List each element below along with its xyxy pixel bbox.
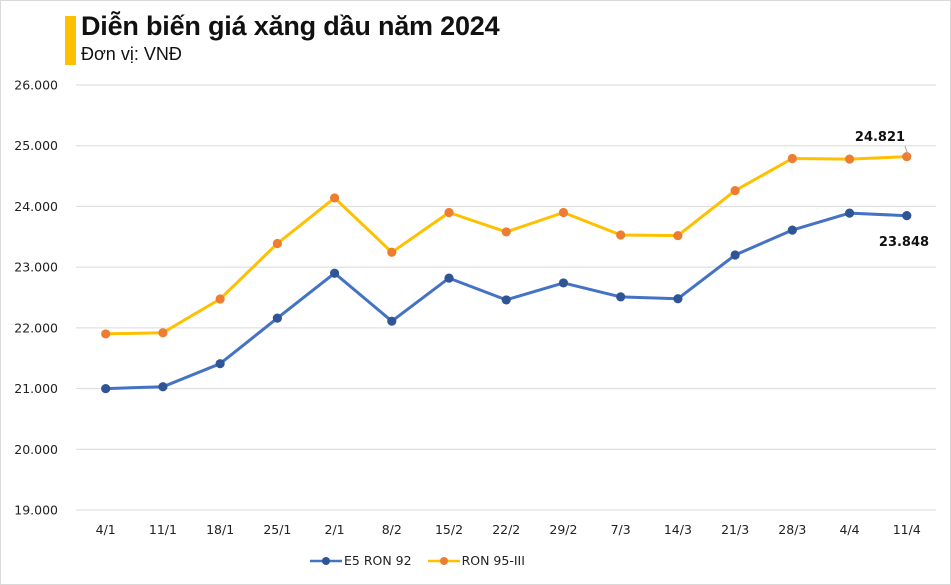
legend-marker-ron95-icon: [427, 556, 460, 565]
chart-legend: E5 RON 92 RON 95-III: [310, 553, 525, 568]
data-point[interactable]: [444, 273, 454, 283]
y-tick-label: 26.000: [14, 78, 58, 93]
x-tick-label: 25/1: [263, 522, 291, 537]
data-point[interactable]: [272, 313, 282, 323]
x-tick-label: 11/1: [149, 522, 177, 537]
series-lines: [101, 151, 912, 394]
data-label-e5: 23.848: [879, 235, 929, 250]
chart-title: Diễn biến giá xăng dầu năm 2024: [81, 11, 500, 41]
data-label-ron95: 24.821: [855, 130, 905, 145]
data-point[interactable]: [272, 238, 282, 249]
x-tick-label: 21/3: [721, 522, 749, 537]
x-tick-label: 18/1: [206, 522, 234, 537]
x-tick-label: 29/2: [549, 522, 577, 537]
y-tick-label: 24.000: [14, 199, 58, 214]
data-point[interactable]: [329, 268, 340, 278]
data-point[interactable]: [787, 225, 797, 235]
y-tick-label: 19.000: [14, 503, 58, 518]
data-point[interactable]: [902, 151, 912, 162]
data-point[interactable]: [558, 207, 569, 218]
data-point[interactable]: [730, 250, 740, 260]
title-accent-bar: [65, 16, 76, 65]
data-point[interactable]: [101, 383, 111, 394]
x-tick-label: 4/4: [839, 522, 859, 537]
leader-line: [904, 145, 909, 156]
legend-item-e5-ron92[interactable]: E5 RON 92: [310, 553, 412, 568]
legend-label-e5: E5 RON 92: [344, 553, 412, 568]
data-point[interactable]: [844, 208, 855, 218]
data-point[interactable]: [558, 278, 569, 288]
x-tick-label: 15/2: [435, 522, 463, 537]
data-point[interactable]: [616, 292, 626, 302]
x-tick-label: 4/1: [96, 522, 116, 537]
data-point[interactable]: [158, 382, 168, 392]
data-point[interactable]: [101, 329, 111, 339]
y-tick-label: 23.000: [14, 260, 58, 275]
data-point[interactable]: [501, 227, 511, 237]
data-point[interactable]: [902, 211, 912, 221]
data-point[interactable]: [387, 316, 397, 326]
data-point[interactable]: [673, 294, 683, 304]
x-tick-label: 28/3: [778, 522, 806, 537]
data-point[interactable]: [444, 207, 454, 218]
data-point[interactable]: [501, 295, 511, 305]
x-tick-label: 8/2: [382, 522, 402, 537]
series-line-ron95: [105, 155, 907, 336]
legend-label-ron95: RON 95-III: [461, 553, 525, 568]
data-labels: 24.821 23.848: [855, 130, 929, 250]
data-point[interactable]: [329, 193, 340, 203]
y-tick-label: 21.000: [14, 381, 58, 396]
y-tick-label: 20.000: [14, 442, 58, 457]
y-axis-ticks: 19.000 20.000 21.000 22.000 23.000 24.000 25.0…: [14, 78, 58, 518]
data-point[interactable]: [787, 153, 797, 164]
y-tick-label: 22.000: [14, 320, 58, 335]
data-point[interactable]: [158, 328, 168, 338]
x-tick-label: 7/3: [611, 522, 631, 537]
data-point[interactable]: [215, 294, 225, 304]
y-tick-label: 25.000: [14, 138, 58, 153]
data-point[interactable]: [673, 230, 683, 241]
data-point[interactable]: [215, 359, 225, 369]
x-tick-label: 2/1: [325, 522, 345, 537]
x-tick-label: 14/3: [664, 522, 692, 537]
legend-item-ron95[interactable]: RON 95-III: [427, 553, 525, 568]
data-point[interactable]: [387, 247, 397, 257]
data-point[interactable]: [730, 186, 740, 196]
x-axis-ticks: 4/1 11/1 18/1 25/1 2/1 8/2 15/2 22/2 29/2 7/3 14/3…: [96, 522, 921, 537]
chart-subtitle: Đơn vị: VNĐ: [81, 44, 182, 64]
legend-marker-e5-icon: [310, 556, 342, 565]
data-point[interactable]: [844, 154, 855, 164]
x-tick-label: 22/2: [492, 522, 520, 537]
data-point[interactable]: [616, 230, 626, 240]
x-tick-label: 11/4: [893, 522, 921, 537]
gridlines: [76, 84, 936, 511]
